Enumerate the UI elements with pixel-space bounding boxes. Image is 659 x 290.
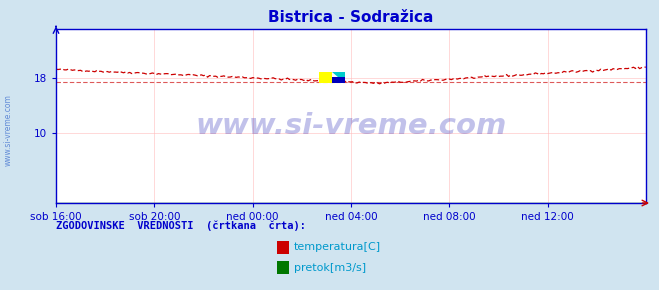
Text: temperatura[C]: temperatura[C] [294,242,381,252]
FancyBboxPatch shape [332,77,345,84]
Text: pretok[m3/s]: pretok[m3/s] [294,262,366,273]
Text: www.si-vreme.com: www.si-vreme.com [195,113,507,140]
Text: ZGODOVINSKE  VREDNOSTI  (črtkana  črta):: ZGODOVINSKE VREDNOSTI (črtkana črta): [56,221,306,231]
Polygon shape [332,72,345,84]
Title: Bistrica - Sodražica: Bistrica - Sodražica [268,10,434,25]
Text: www.si-vreme.com: www.si-vreme.com [3,95,13,166]
FancyBboxPatch shape [319,72,332,84]
